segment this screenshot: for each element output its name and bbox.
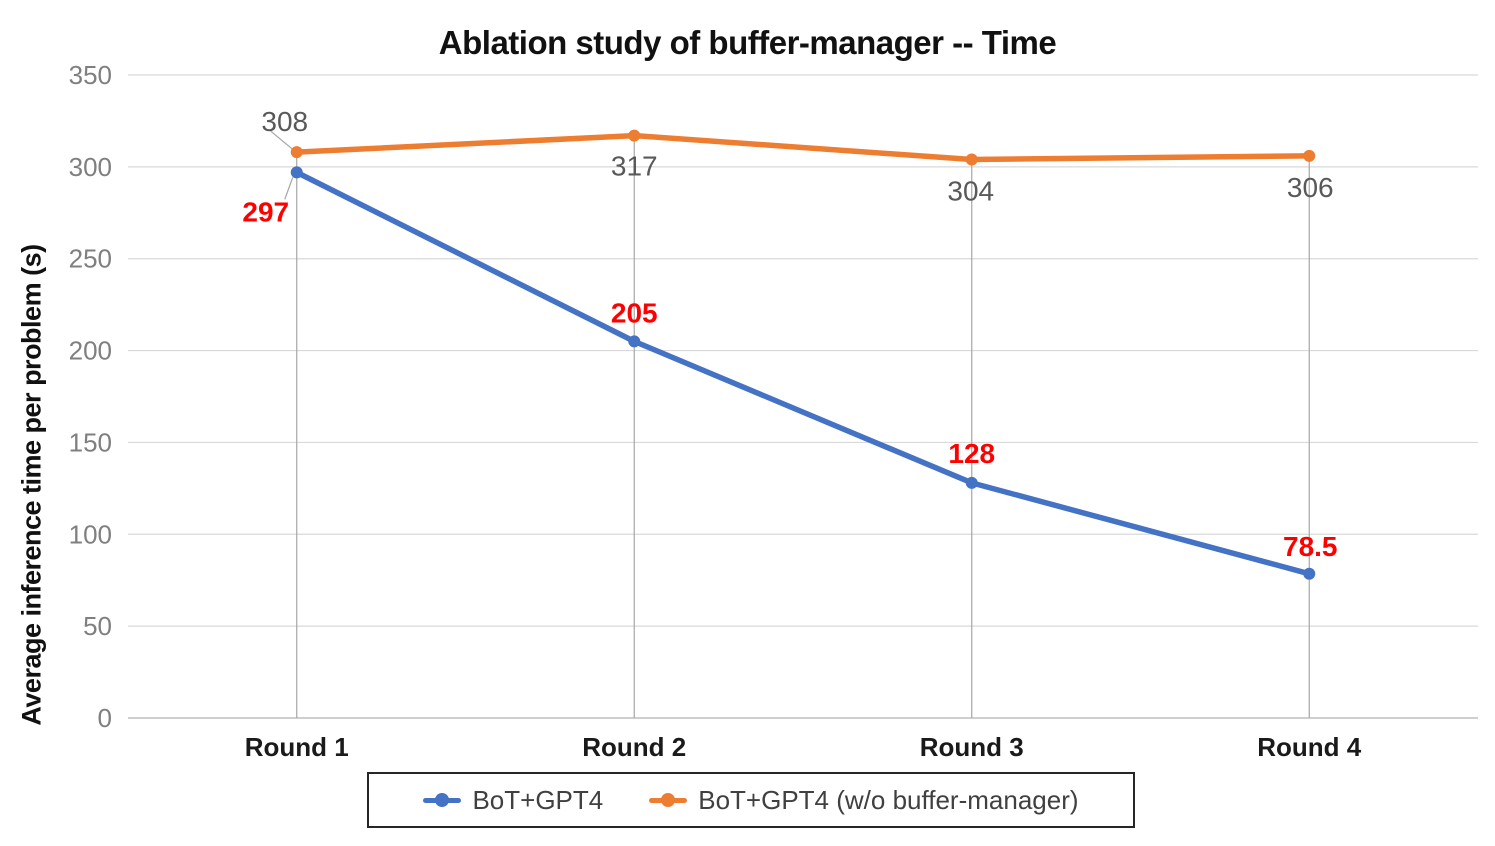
legend: BoT+GPT4 BoT+GPT4 (w/o buffer-manager) <box>367 772 1135 828</box>
legend-item-bot-gpt4: BoT+GPT4 <box>423 785 603 816</box>
data-label: 317 <box>611 151 658 182</box>
series-line <box>294 132 1312 163</box>
series-line <box>294 169 1312 577</box>
x-category-label: Round 4 <box>1257 732 1362 762</box>
data-point <box>965 476 978 489</box>
y-tick-label: 100 <box>69 519 112 549</box>
data-point <box>1303 567 1316 580</box>
y-tick-label: 350 <box>69 60 112 90</box>
data-label: 128 <box>948 438 995 469</box>
chart-title: Ablation study of buffer-manager -- Time <box>438 24 1057 61</box>
data-point <box>965 153 978 166</box>
label-leader-line <box>270 130 295 151</box>
blue-line-marker-icon <box>423 793 462 807</box>
data-label: 304 <box>947 176 994 207</box>
data-label: 306 <box>1287 172 1334 203</box>
legend-label: BoT+GPT4 (w/o buffer-manager) <box>698 784 1079 815</box>
data-point <box>628 335 641 348</box>
y-axis-title: Average inference time per problem (s) <box>16 244 47 726</box>
data-label: 78.5 <box>1283 531 1338 562</box>
y-tick-label: 0 <box>98 703 112 733</box>
x-category-label: Round 2 <box>582 732 686 762</box>
orange-line-marker-icon <box>649 793 688 807</box>
data-label: 205 <box>611 297 658 328</box>
data-label: 308 <box>261 106 308 137</box>
y-tick-label: 300 <box>69 152 112 182</box>
y-tick-label: 200 <box>69 336 112 366</box>
blue-dot-icon <box>435 793 450 807</box>
y-tick-label: 150 <box>69 427 112 457</box>
data-point <box>1303 149 1316 162</box>
x-category-label: Round 1 <box>245 732 349 762</box>
y-tick-label: 250 <box>69 244 112 274</box>
data-point <box>628 129 641 142</box>
legend-label: BoT+GPT4 <box>472 784 604 815</box>
orange-dot-icon <box>661 793 676 807</box>
x-category-label: Round 3 <box>920 732 1024 762</box>
label-leader-line <box>284 177 294 200</box>
y-tick-label: 50 <box>83 611 112 641</box>
data-point <box>290 146 303 159</box>
legend-item-bot-gpt4-wo-buffer-manager: BoT+GPT4 (w/o buffer-manager) <box>649 784 1079 816</box>
data-point <box>290 166 303 179</box>
data-label: 297 <box>242 196 289 227</box>
